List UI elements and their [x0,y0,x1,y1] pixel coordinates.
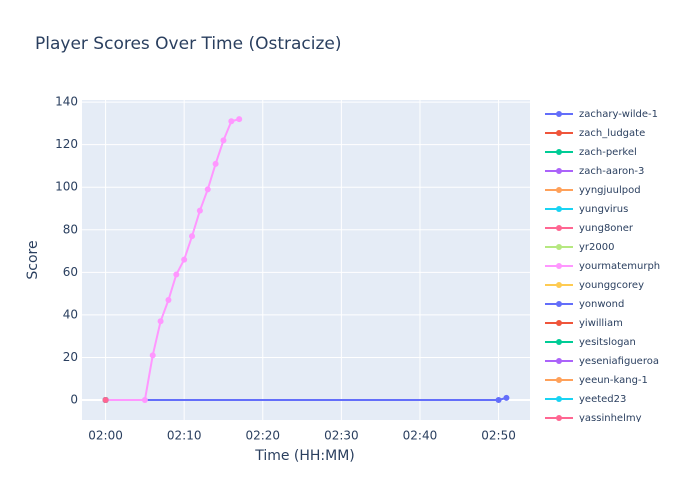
chart-title: Player Scores Over Time (Ostracize) [35,34,342,54]
data-point [503,394,510,401]
legend-label: yonwond [579,299,624,310]
data-point [495,397,502,403]
legend-label: yeseniafigueroa [579,356,659,367]
legend-marker [556,358,562,364]
data-point [102,397,109,403]
legend-marker [556,320,562,326]
data-point [141,397,148,403]
y-tick-label: 40 [63,307,78,321]
y-tick-label: 140 [55,95,78,109]
data-point [165,297,172,303]
y-tick-label: 100 [55,180,78,194]
y-tick-label: 80 [63,222,78,236]
data-point [220,137,227,144]
data-point [189,233,196,240]
legend-marker [556,377,562,383]
legend-label: zach_ludgate [579,128,645,139]
data-point [173,271,180,278]
plot-area [82,100,530,420]
y-tick-label: 120 [55,137,78,151]
legend-item[interactable]: yyngjuulpod [545,185,641,196]
data-point [181,256,188,263]
series-line [105,118,240,401]
legend-marker [556,396,562,402]
x-tick-label: 02:40 [403,429,438,443]
legend-item[interactable]: yeseniafigueroa [545,356,659,367]
legend-label: yungvirus [579,204,628,215]
legend-item[interactable]: yeeted23 [545,394,626,405]
legend-marker [556,225,562,231]
legend-item[interactable]: yonwond [545,299,624,310]
legend-label: zach-perkel [579,147,637,158]
legend-marker [556,282,562,288]
legend-label: yesitslogan [579,337,636,348]
data-point [228,118,235,125]
x-tick-label: 02:30 [324,429,359,443]
legend-item[interactable]: yeeun-kang-1 [545,375,648,386]
legend-label: yyngjuulpod [579,185,641,196]
legend-label: yung8oner [579,223,634,234]
legend-marker [556,415,562,421]
legend-item[interactable]: yesitslogan [545,337,636,348]
legend-marker [556,244,562,250]
x-tick-label: 02:50 [481,429,516,443]
legend-item[interactable]: zach-perkel [545,147,637,158]
data-point [157,318,164,325]
legend-marker [556,301,562,307]
legend-marker [556,187,562,193]
legend-item[interactable]: yungvirus [545,204,628,215]
data-point [149,352,156,359]
legend-item[interactable]: yourmatemurph [545,261,660,272]
legend-item[interactable]: yr2000 [545,242,614,253]
x-tick-label: 02:20 [245,429,280,443]
legend-item[interactable]: zachary-wilde-1 [545,109,658,120]
legend-marker [556,339,562,345]
legend-marker [556,111,562,117]
legend-marker [556,130,562,136]
marks [102,116,510,403]
data-point [196,207,203,214]
legend-label: yiwilliam [579,318,623,329]
legend-label: yeeun-kang-1 [579,375,648,386]
legend-label: yourmatemurph [579,261,660,272]
legend-item[interactable]: younggcorey [545,280,644,291]
legend-label: younggcorey [579,280,644,291]
legend-item[interactable]: yung8oner [545,223,634,234]
legend-label: yeeted23 [579,394,626,405]
y-tick-label: 20 [63,350,78,364]
data-point [236,116,243,123]
y-tick-label: 60 [63,265,78,279]
legend-marker [556,149,562,155]
legend-item[interactable]: yassinhelmy [545,413,642,424]
legend-item[interactable]: zach-aaron-3 [545,166,644,177]
legend-marker [556,206,562,212]
x-axis-title: Time (HH:MM) [254,448,355,464]
x-tick-label: 02:00 [88,429,123,443]
legend-label: yr2000 [579,242,614,253]
legend-marker [556,168,562,174]
legend-label: zach-aaron-3 [579,166,644,177]
legend-item[interactable]: zach_ludgate [545,128,645,139]
y-tick-label: 0 [70,393,78,407]
legend-label: yassinhelmy [579,413,642,424]
data-point [212,160,219,167]
y-axis-title: Score [25,240,41,279]
legend-label: zachary-wilde-1 [579,109,658,120]
legend: zachary-wilde-1 zach_ludgate zach-perkel za… [545,109,660,424]
legend-item[interactable]: yiwilliam [545,318,623,329]
legend-marker [556,263,562,269]
data-point [204,186,211,193]
x-tick-label: 02:10 [167,429,202,443]
